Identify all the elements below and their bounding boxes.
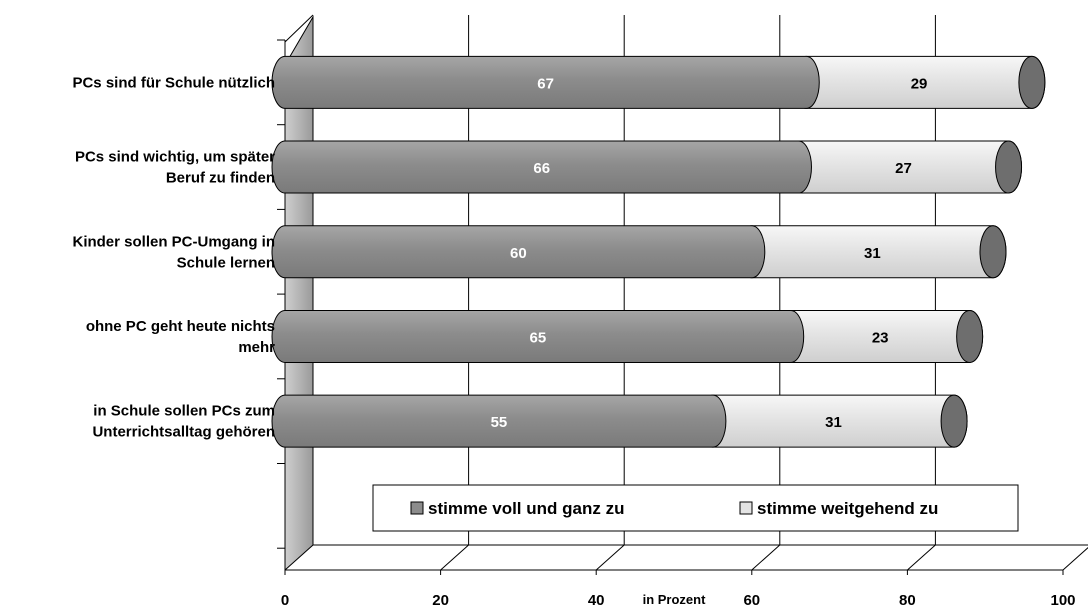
legend-label-weitgehend: stimme weitgehend zu [757, 499, 938, 518]
wall-top-edge [284, 14, 314, 43]
data-label: 65 [530, 329, 547, 346]
bar-end-cap [956, 309, 984, 363]
bar-segment [271, 394, 727, 448]
data-label: 67 [537, 75, 554, 92]
category-label: Kinder sollen PC-Umgang in Schule lernen [72, 233, 275, 271]
legend-swatch-weitgehend [739, 501, 753, 515]
bars: 67 29 66 27 60 31 65 23 55 31 [271, 55, 1046, 448]
bar-segment [271, 55, 820, 109]
legend-swatch-voll [410, 501, 424, 515]
data-label: 29 [911, 75, 928, 92]
bar-segment [271, 225, 766, 279]
x-tick-label: 20 [432, 592, 449, 609]
category-labels: PCs sind für Schule nützlich PCs sind wic… [72, 74, 275, 440]
data-label: 66 [533, 160, 550, 177]
gridlines [277, 14, 1088, 571]
category-label: PCs sind für Schule nützlich [72, 74, 275, 91]
legend-box [372, 484, 1019, 532]
bar-segment [271, 140, 812, 194]
x-tick-label: 0 [281, 592, 289, 609]
category-label: PCs sind wichtig, um später Beruf zu find… [75, 149, 275, 187]
x-tick-label: 100 [1050, 592, 1075, 609]
data-label: 55 [491, 414, 508, 431]
floor-grid-diagonal [751, 544, 781, 571]
bar-end-cap [940, 394, 968, 448]
data-label: 31 [864, 245, 881, 262]
floor-grid-diagonal [440, 544, 469, 571]
floor-grid-diagonal [1062, 547, 1088, 571]
legend-label-voll: stimme voll und ganz zu [428, 499, 624, 518]
floor-grid-diagonal [595, 544, 625, 571]
bar-end-cap [979, 225, 1007, 279]
x-axis-title: in Prozent [643, 592, 707, 607]
data-label: 31 [825, 414, 842, 431]
bar-end-cap [995, 140, 1023, 194]
category-label: ohne PC geht heute nichts mehr [86, 318, 275, 356]
category-label: in Schule sollen PCs zum Unterrichtsallta… [92, 403, 275, 441]
x-tick-label: 60 [743, 592, 760, 609]
bar-end-cap [1018, 55, 1046, 109]
x-axis-ticks: 0 20 40 60 80 100 [281, 570, 1076, 609]
x-tick-label: 80 [899, 592, 916, 609]
floor-grid-diagonal [907, 544, 936, 571]
bar-segment [271, 309, 805, 363]
data-label: 27 [895, 160, 912, 177]
data-label: 60 [510, 245, 527, 262]
x-tick-label: 40 [588, 592, 605, 609]
data-label: 23 [872, 329, 889, 346]
legend: stimme voll und ganz zu stimme weitgehen… [372, 484, 1019, 532]
